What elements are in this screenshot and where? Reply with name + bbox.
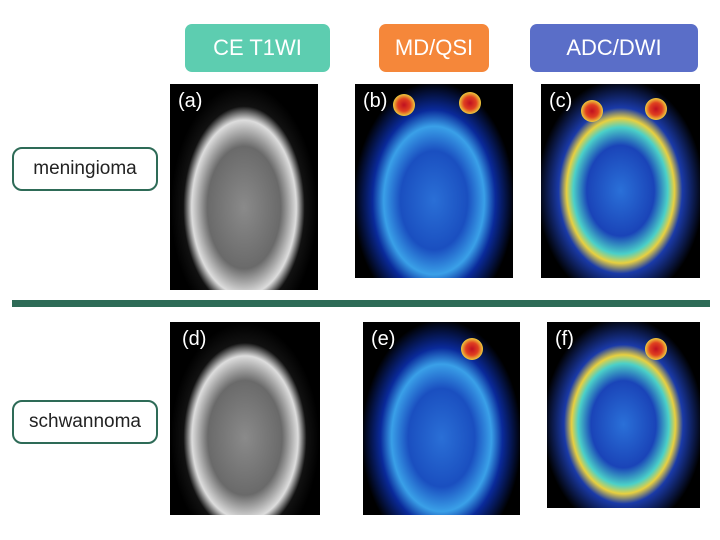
row-label-schwannoma: schwannoma: [12, 400, 158, 444]
panel-tag: (b): [363, 90, 388, 112]
image-c-adc-dwi: (c): [541, 84, 700, 278]
image-d-ce-t1wi: (d): [170, 322, 320, 515]
image-e-md-qsi: (e): [363, 322, 520, 515]
image-f-adc-dwi: (f): [547, 322, 700, 508]
panel-tag: (e): [371, 328, 396, 350]
image-a-ce-t1wi: (a): [170, 84, 318, 290]
panel-tag: (a): [178, 90, 203, 112]
row-separator: [12, 300, 710, 307]
header-ce-t1wi: CE T1WI: [185, 24, 330, 72]
panel-tag: (f): [555, 328, 574, 350]
header-md-qsi: MD/QSI: [379, 24, 489, 72]
panel-tag: (d): [182, 328, 207, 350]
row-label-meningioma: meningioma: [12, 147, 158, 191]
image-b-md-qsi: (b): [355, 84, 513, 278]
panel-tag: (c): [549, 90, 573, 112]
header-adc-dwi: ADC/DWI: [530, 24, 698, 72]
